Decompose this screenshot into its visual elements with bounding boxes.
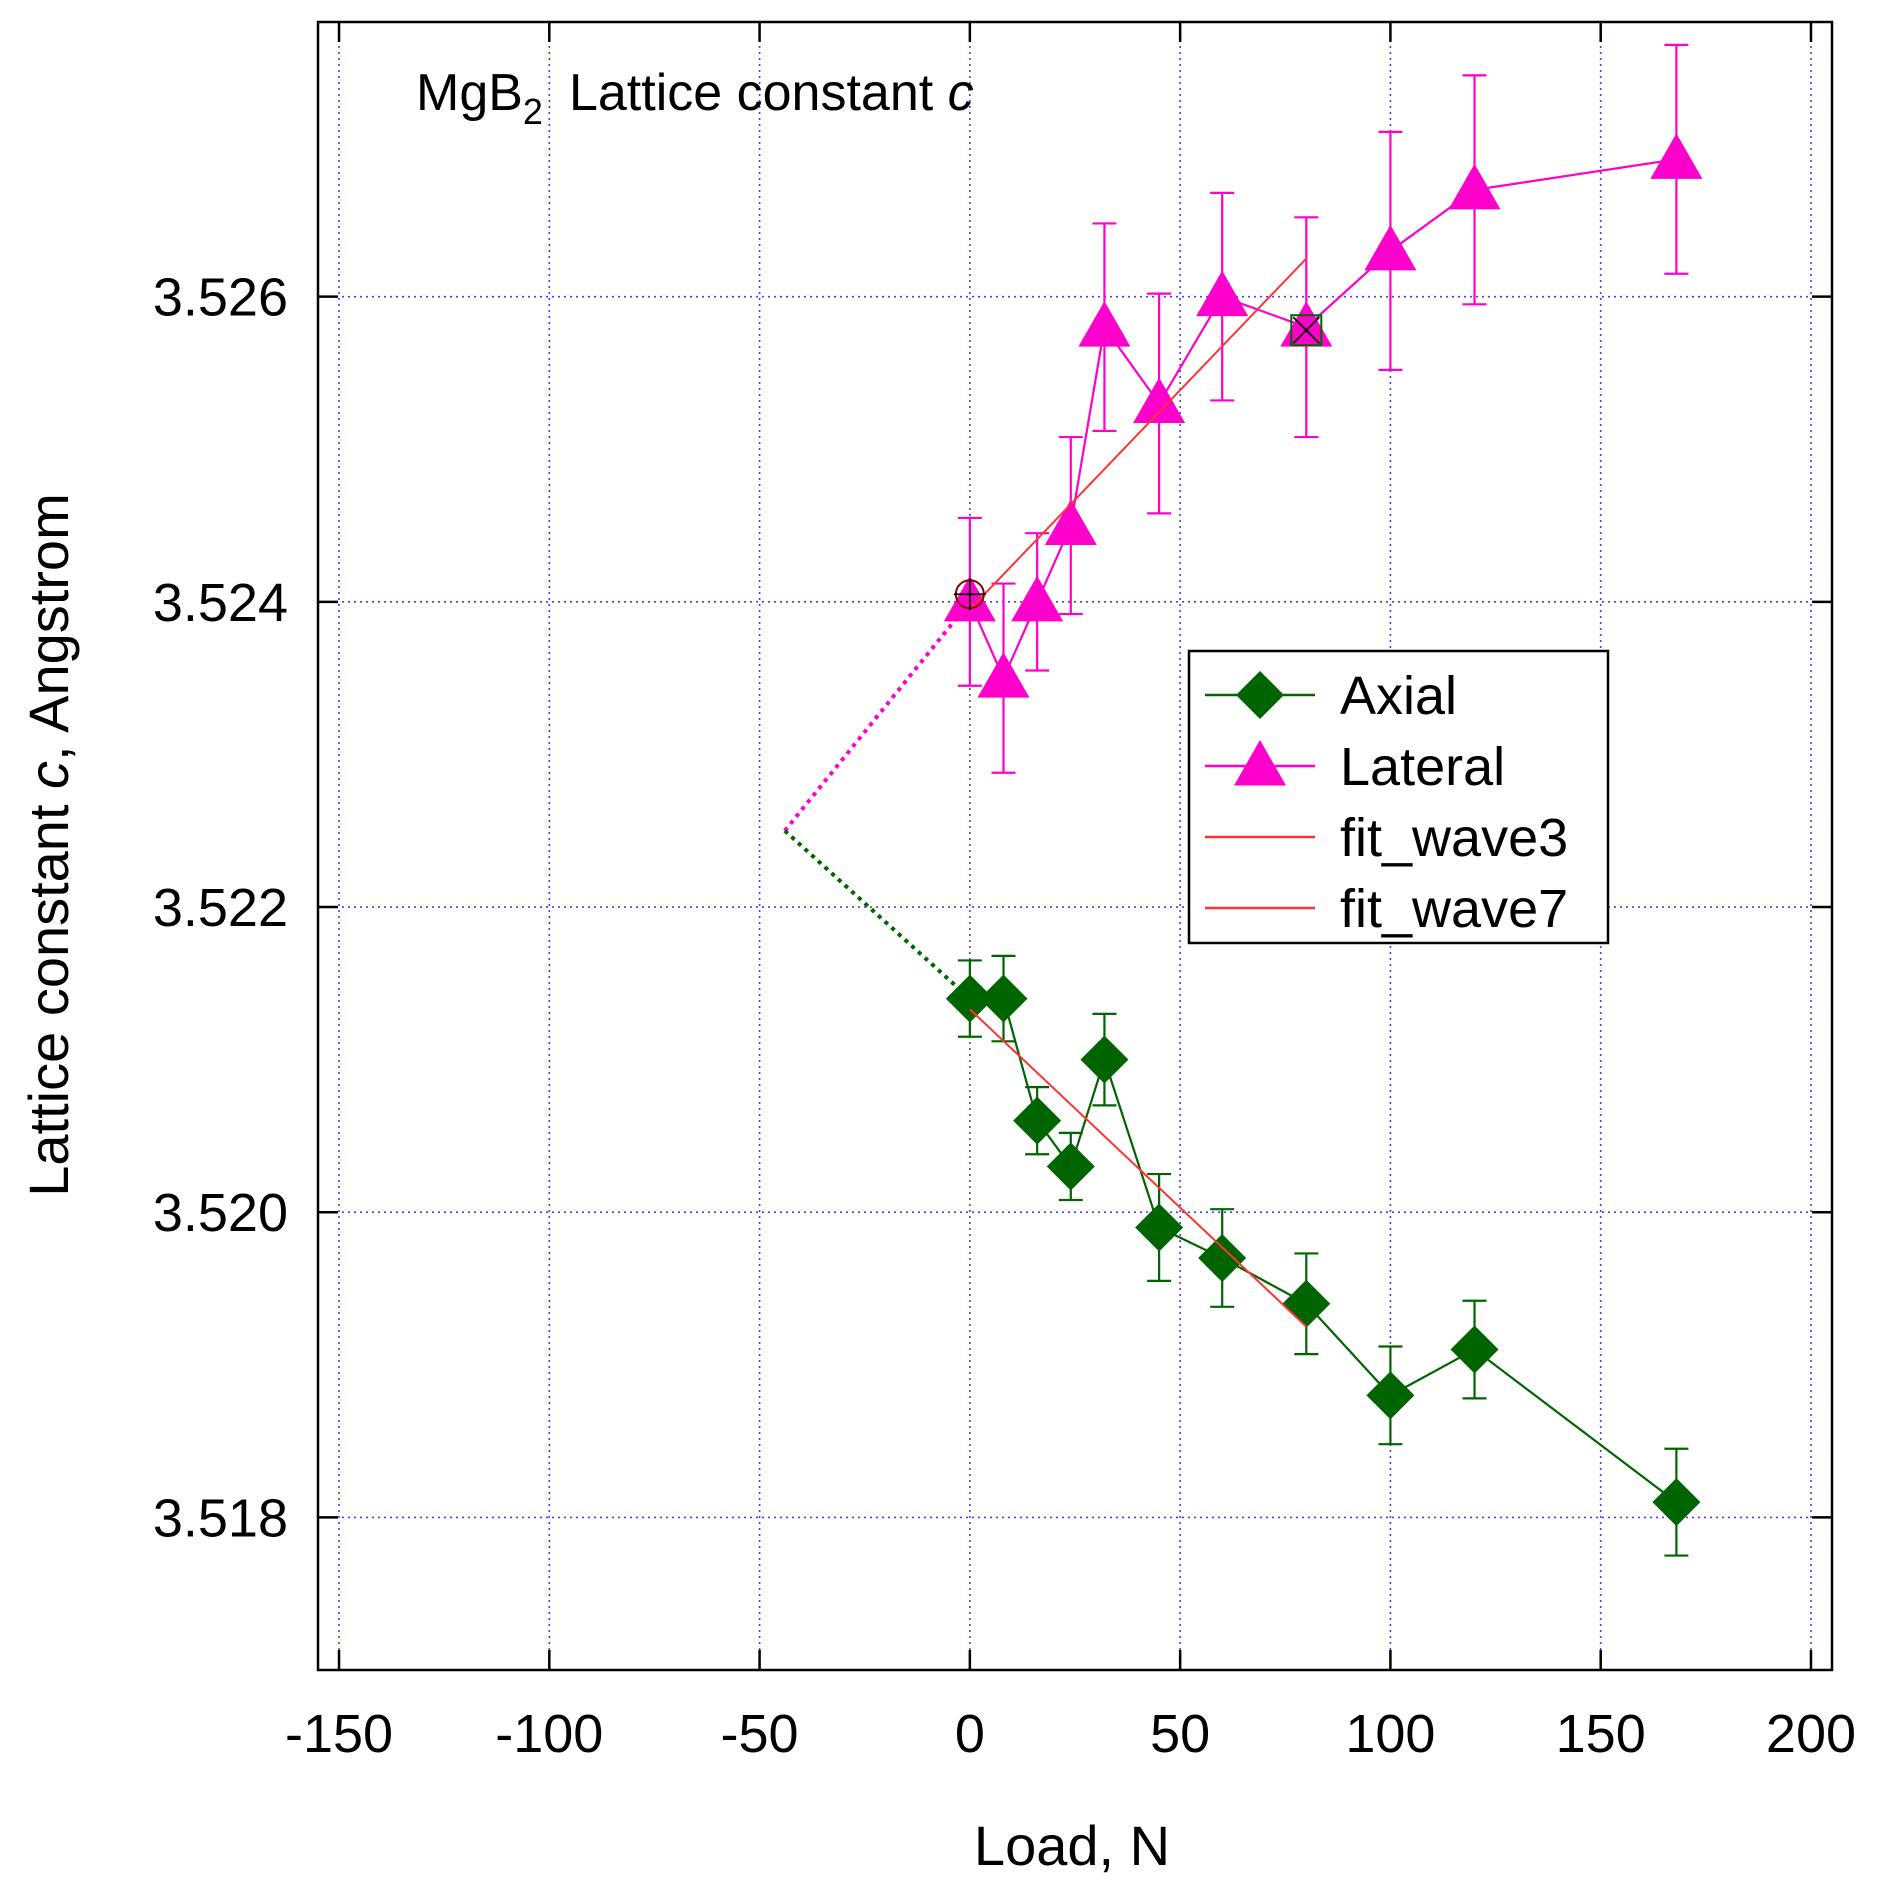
- legend-label: Lateral: [1340, 737, 1505, 797]
- legend: Axial Lateral fit_wave3 fit_wave7: [1187, 649, 1610, 945]
- series-fit-wave3: [969, 257, 1308, 611]
- data-point: [1650, 133, 1703, 179]
- data-point: [1652, 1478, 1701, 1527]
- x-tick-label: 0: [955, 1704, 985, 1764]
- data-point: [1044, 499, 1097, 546]
- legend-item-axial: Axial: [1205, 666, 1457, 726]
- data-point: [1046, 1142, 1095, 1191]
- title-subscript: 2: [523, 91, 543, 132]
- series-fit-wave7: [969, 1008, 1307, 1328]
- legend-marker: [1236, 671, 1284, 719]
- legend-label: Axial: [1340, 666, 1457, 726]
- x-tick-label: 150: [1556, 1704, 1646, 1764]
- legend-item-fit-wave7: fit_wave7: [1205, 879, 1568, 939]
- y-label-suffix: , Angstrom: [17, 493, 80, 761]
- data-point: [1078, 301, 1131, 347]
- chart-title: MgB2 Lattice constant c: [416, 64, 974, 132]
- y-label-italic: c: [17, 761, 80, 789]
- y-tick-label: 3.518: [153, 1488, 288, 1548]
- special-markers: [953, 314, 1323, 611]
- data-point: [979, 974, 1028, 1023]
- x-tick-label: -50: [721, 1704, 799, 1764]
- title-middle: Lattice constant: [569, 64, 948, 122]
- data-series: [943, 43, 1703, 1557]
- plot-frame: [316, 20, 1834, 1672]
- series-line: [969, 1008, 1307, 1328]
- extrapolation-line: [783, 600, 972, 832]
- y-tick-label: 3.522: [153, 878, 288, 938]
- series-axial: [945, 954, 1701, 1557]
- y-label-prefix: Lattice constant: [17, 789, 80, 1197]
- square-cross-d2: [1292, 316, 1320, 344]
- data-point: [1450, 1325, 1499, 1374]
- data-point: [1133, 377, 1186, 423]
- series-line: [969, 257, 1308, 611]
- y-tick-label: 3.524: [153, 573, 288, 633]
- data-point: [1280, 301, 1333, 347]
- title-italic: c: [948, 64, 974, 122]
- data-point: [1448, 163, 1501, 210]
- data-point: [1366, 1371, 1415, 1420]
- legend-item-lateral: Lateral: [1205, 737, 1505, 797]
- data-point: [1196, 270, 1249, 317]
- x-tick-label: -100: [495, 1704, 603, 1764]
- y-tick-label: 3.520: [153, 1183, 288, 1243]
- x-axis-label: Load, N: [974, 1814, 1170, 1877]
- data-point: [1135, 1203, 1184, 1252]
- series-lateral: [943, 43, 1703, 774]
- extrapolation-line: [783, 829, 972, 1001]
- legend-label: fit_wave3: [1340, 808, 1568, 868]
- axis-ticks: -150 -100 -50 0 50 100 150 200 3.518 3.520 3.522 3.…: [153, 22, 1856, 1764]
- x-tick-label: 100: [1345, 1704, 1435, 1764]
- y-axis-label: Lattice constant c, Angstrom: [17, 493, 80, 1196]
- data-point: [1198, 1234, 1247, 1282]
- data-point: [1011, 575, 1064, 622]
- y-tick-label: 3.526: [153, 268, 288, 328]
- data-point: [1364, 224, 1417, 271]
- legend-label: fit_wave7: [1340, 879, 1568, 939]
- x-tick-label: -150: [285, 1704, 393, 1764]
- data-point: [977, 652, 1030, 698]
- data-point: [1013, 1096, 1062, 1145]
- legend-marker: [1234, 740, 1286, 786]
- title-compound: MgB: [416, 64, 523, 122]
- square-cross-marker: [1290, 314, 1323, 347]
- legend-item-fit-wave3: fit_wave3: [1205, 808, 1568, 868]
- x-tick-label: 200: [1766, 1704, 1856, 1764]
- data-point: [1080, 1035, 1129, 1084]
- x-tick-label: 50: [1150, 1704, 1210, 1764]
- data-point: [945, 974, 994, 1023]
- extrapolation-lines: [783, 600, 972, 1001]
